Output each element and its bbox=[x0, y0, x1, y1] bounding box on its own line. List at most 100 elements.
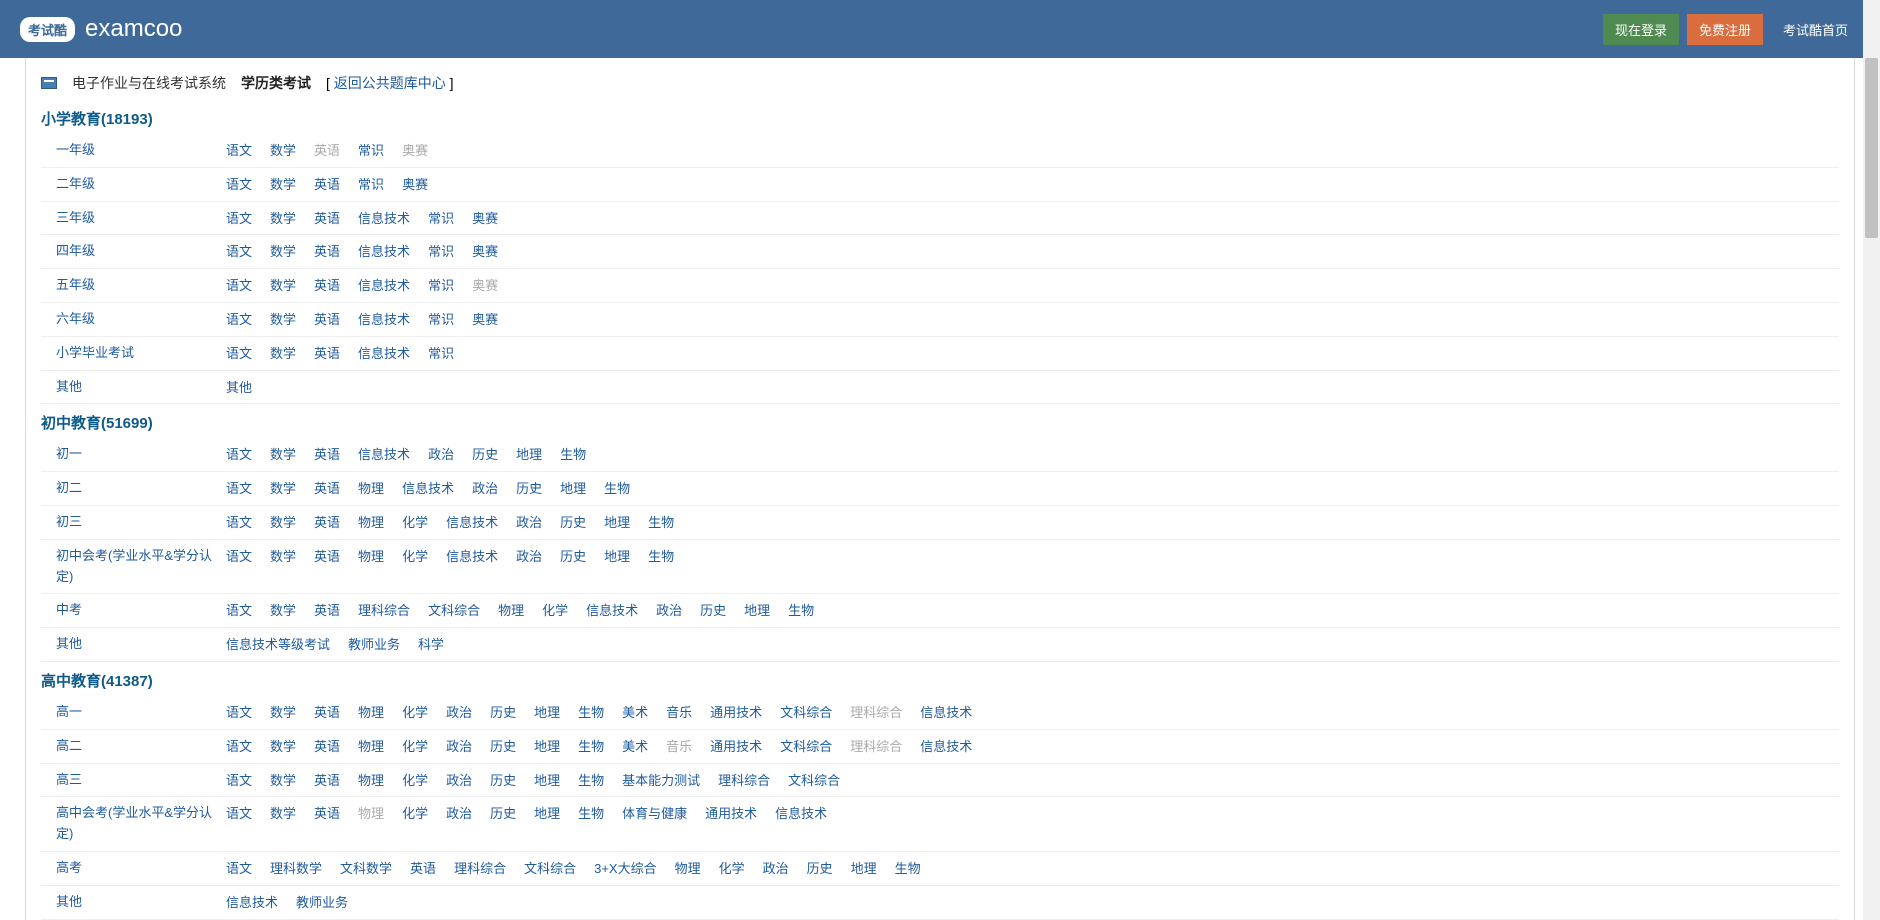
subject-link[interactable]: 化学 bbox=[402, 770, 428, 789]
grade-label[interactable]: 三年级 bbox=[41, 208, 226, 229]
back-link[interactable]: 返回公共题库中心 bbox=[334, 75, 446, 91]
subject-link[interactable]: 英语 bbox=[314, 736, 340, 755]
subject-link[interactable]: 文科数学 bbox=[340, 858, 392, 877]
grade-label[interactable]: 一年级 bbox=[41, 140, 226, 161]
subject-link[interactable]: 3+X大综合 bbox=[594, 858, 657, 877]
subject-link[interactable]: 数学 bbox=[270, 478, 296, 497]
subject-link[interactable]: 数学 bbox=[270, 275, 296, 294]
subject-link[interactable]: 信息技术 bbox=[446, 546, 498, 565]
subject-link[interactable]: 化学 bbox=[719, 858, 745, 877]
subject-link[interactable]: 美术 bbox=[622, 702, 648, 721]
subject-link[interactable]: 英语 bbox=[314, 343, 340, 362]
subject-link[interactable]: 常识 bbox=[358, 174, 384, 193]
subject-link[interactable]: 常识 bbox=[428, 241, 454, 260]
subject-link[interactable]: 数学 bbox=[270, 600, 296, 619]
subject-link[interactable]: 数学 bbox=[270, 770, 296, 789]
subject-link[interactable]: 语文 bbox=[226, 208, 252, 227]
subject-link[interactable]: 理科综合 bbox=[454, 858, 506, 877]
subject-link[interactable]: 数学 bbox=[270, 208, 296, 227]
subject-link[interactable]: 数学 bbox=[270, 343, 296, 362]
subject-link[interactable]: 信息技术 bbox=[358, 444, 410, 463]
grade-label[interactable]: 二年级 bbox=[41, 174, 226, 195]
subject-link[interactable]: 历史 bbox=[807, 858, 833, 877]
subject-link[interactable]: 生物 bbox=[578, 702, 604, 721]
grade-label[interactable]: 其他 bbox=[41, 892, 226, 913]
subject-link[interactable]: 数学 bbox=[270, 512, 296, 531]
logo-text[interactable]: examcoo bbox=[85, 15, 182, 43]
subject-link[interactable]: 常识 bbox=[358, 140, 384, 159]
subject-link[interactable]: 语文 bbox=[226, 512, 252, 531]
subject-link[interactable]: 通用技术 bbox=[710, 702, 762, 721]
subject-link[interactable]: 常识 bbox=[428, 275, 454, 294]
subject-link[interactable]: 政治 bbox=[472, 478, 498, 497]
subject-link[interactable]: 奥赛 bbox=[472, 208, 498, 227]
subject-link[interactable]: 语文 bbox=[226, 309, 252, 328]
subject-link[interactable]: 生物 bbox=[578, 803, 604, 822]
subject-link[interactable]: 地理 bbox=[744, 600, 770, 619]
subject-link[interactable]: 信息技术 bbox=[402, 478, 454, 497]
subject-link[interactable]: 数学 bbox=[270, 736, 296, 755]
subject-link[interactable]: 数学 bbox=[270, 546, 296, 565]
subject-link[interactable]: 英语 bbox=[314, 241, 340, 260]
subject-link[interactable]: 生物 bbox=[895, 858, 921, 877]
grade-label[interactable]: 高考 bbox=[41, 858, 226, 879]
subject-link[interactable]: 奥赛 bbox=[472, 309, 498, 328]
subject-link[interactable]: 音乐 bbox=[666, 702, 692, 721]
subject-link[interactable]: 物理 bbox=[358, 736, 384, 755]
subject-link[interactable]: 语文 bbox=[226, 600, 252, 619]
subject-link[interactable]: 文科综合 bbox=[788, 770, 840, 789]
subject-link[interactable]: 语文 bbox=[226, 702, 252, 721]
subject-link[interactable]: 历史 bbox=[490, 803, 516, 822]
subject-link[interactable]: 生物 bbox=[648, 546, 674, 565]
subject-link[interactable]: 物理 bbox=[358, 702, 384, 721]
subject-link[interactable]: 数学 bbox=[270, 174, 296, 193]
subject-link[interactable]: 生物 bbox=[560, 444, 586, 463]
subject-link[interactable]: 物理 bbox=[675, 858, 701, 877]
subject-link[interactable]: 物理 bbox=[358, 478, 384, 497]
subject-link[interactable]: 数学 bbox=[270, 702, 296, 721]
grade-label[interactable]: 六年级 bbox=[41, 309, 226, 330]
subject-link[interactable]: 历史 bbox=[700, 600, 726, 619]
subject-link[interactable]: 英语 bbox=[314, 444, 340, 463]
subject-link[interactable]: 地理 bbox=[534, 736, 560, 755]
register-button[interactable]: 免费注册 bbox=[1687, 14, 1763, 45]
subject-link[interactable]: 体育与健康 bbox=[622, 803, 687, 822]
home-button[interactable]: 考试酷首页 bbox=[1771, 14, 1860, 45]
subject-link[interactable]: 信息技术 bbox=[920, 702, 972, 721]
subject-link[interactable]: 化学 bbox=[542, 600, 568, 619]
subject-link[interactable]: 信息技术 bbox=[358, 275, 410, 294]
subject-link[interactable]: 其他 bbox=[226, 377, 252, 396]
grade-label[interactable]: 初中会考(学业水平&学分认定) bbox=[41, 546, 226, 588]
grade-label[interactable]: 高一 bbox=[41, 702, 226, 723]
subject-link[interactable]: 英语 bbox=[314, 770, 340, 789]
subject-link[interactable]: 文科综合 bbox=[780, 736, 832, 755]
subject-link[interactable]: 理科综合 bbox=[358, 600, 410, 619]
grade-label[interactable]: 小学毕业考试 bbox=[41, 343, 226, 364]
subject-link[interactable]: 英语 bbox=[314, 600, 340, 619]
subject-link[interactable]: 语文 bbox=[226, 174, 252, 193]
subject-link[interactable]: 政治 bbox=[446, 803, 472, 822]
scrollbar[interactable] bbox=[1863, 0, 1880, 920]
subject-link[interactable]: 地理 bbox=[851, 858, 877, 877]
grade-label[interactable]: 初一 bbox=[41, 444, 226, 465]
subject-link[interactable]: 语文 bbox=[226, 343, 252, 362]
grade-label[interactable]: 高三 bbox=[41, 770, 226, 791]
subject-link[interactable]: 语文 bbox=[226, 275, 252, 294]
subject-link[interactable]: 英语 bbox=[314, 803, 340, 822]
subject-link[interactable]: 生物 bbox=[578, 770, 604, 789]
subject-link[interactable]: 政治 bbox=[446, 736, 472, 755]
subject-link[interactable]: 政治 bbox=[763, 858, 789, 877]
grade-label[interactable]: 初三 bbox=[41, 512, 226, 533]
subject-link[interactable]: 生物 bbox=[604, 478, 630, 497]
logo-badge[interactable]: 考试酷 bbox=[20, 17, 75, 42]
subject-link[interactable]: 地理 bbox=[604, 512, 630, 531]
subject-link[interactable]: 政治 bbox=[446, 770, 472, 789]
subject-link[interactable]: 语文 bbox=[226, 736, 252, 755]
grade-label[interactable]: 其他 bbox=[41, 377, 226, 398]
subject-link[interactable]: 历史 bbox=[560, 512, 586, 531]
subject-link[interactable]: 英语 bbox=[410, 858, 436, 877]
subject-link[interactable]: 信息技术 bbox=[358, 241, 410, 260]
subject-link[interactable]: 数学 bbox=[270, 241, 296, 260]
subject-link[interactable]: 地理 bbox=[604, 546, 630, 565]
subject-link[interactable]: 地理 bbox=[516, 444, 542, 463]
